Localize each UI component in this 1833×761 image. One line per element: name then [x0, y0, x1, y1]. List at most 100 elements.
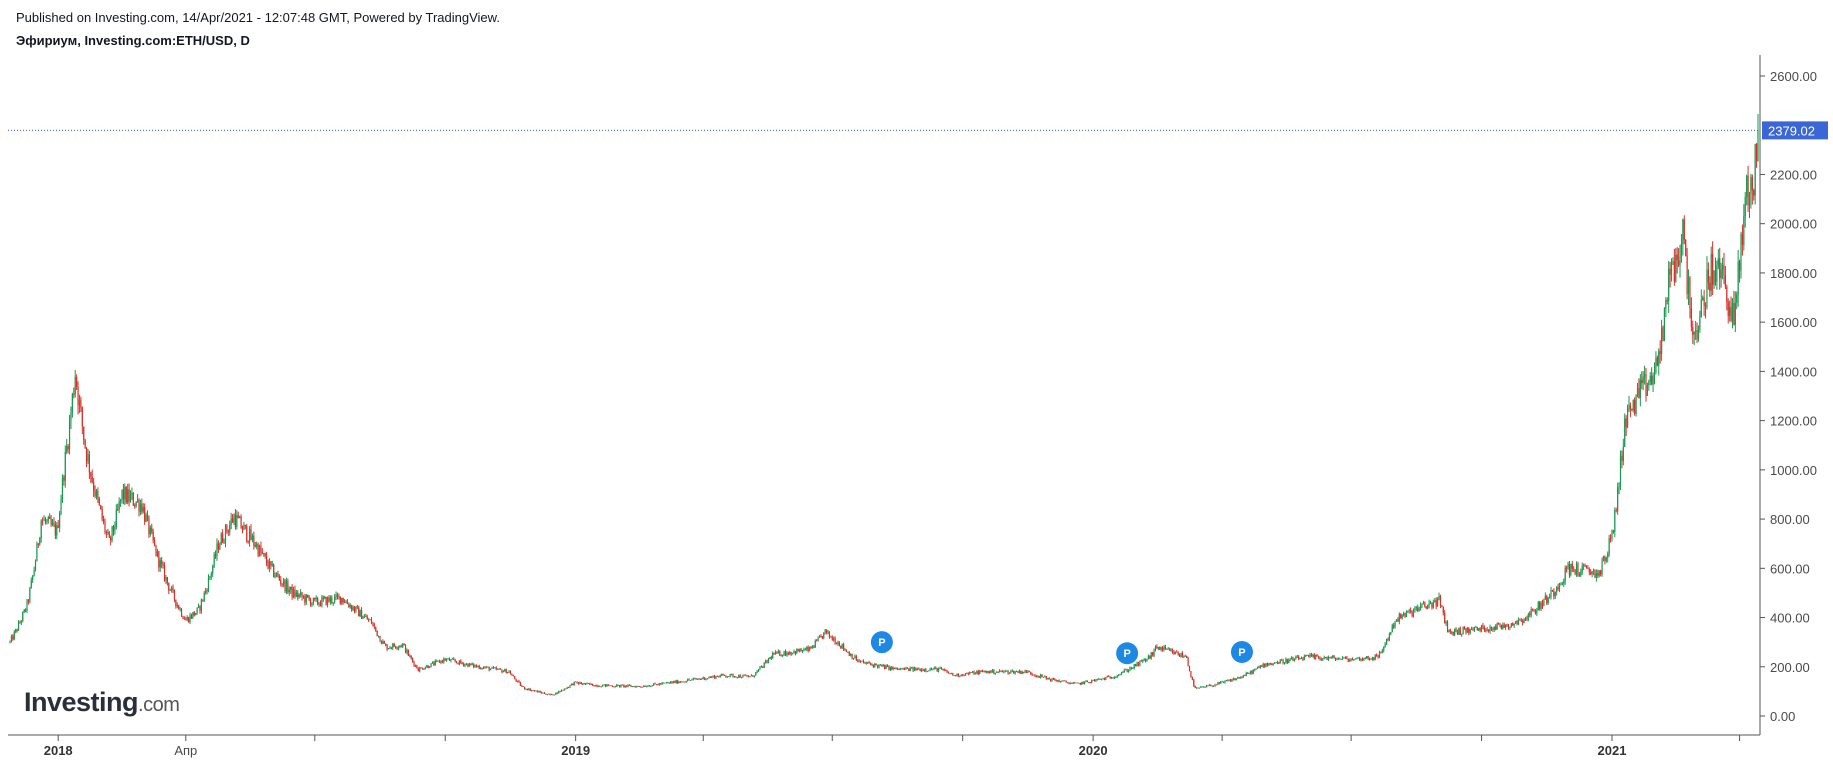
candle-body	[943, 669, 945, 671]
candle-body	[1186, 656, 1188, 658]
candle	[1668, 260, 1670, 313]
candle-body	[538, 691, 540, 693]
candle-body	[1550, 590, 1552, 597]
candle-body	[848, 652, 850, 656]
candle-body	[1119, 674, 1121, 676]
candle-body	[451, 658, 453, 660]
candle	[974, 672, 977, 675]
candle	[583, 682, 585, 685]
candle-body	[159, 560, 161, 568]
candle-body	[877, 665, 879, 668]
candle	[179, 607, 181, 612]
candle-body	[1118, 675, 1120, 676]
candle-body	[580, 682, 582, 684]
candle-body	[1554, 592, 1556, 597]
candle	[1564, 565, 1566, 585]
candle-body	[1146, 658, 1148, 661]
candle-body	[470, 663, 472, 665]
candle	[1445, 620, 1447, 626]
candle	[913, 666, 916, 672]
candle-body	[1333, 656, 1335, 658]
candle	[83, 426, 85, 445]
candle	[332, 602, 334, 606]
candle	[124, 483, 126, 506]
candle-body	[139, 503, 142, 512]
candle-body	[511, 674, 513, 676]
candle	[597, 685, 599, 688]
candle-body	[1173, 651, 1175, 655]
candle	[77, 381, 79, 415]
candle	[1275, 662, 1277, 664]
candle	[794, 651, 796, 656]
candle-body	[1546, 595, 1548, 604]
candle-body	[229, 524, 231, 532]
candle-body	[548, 693, 550, 695]
candle-body	[922, 669, 924, 671]
candle	[171, 585, 173, 593]
candle	[1167, 647, 1169, 650]
candle-body	[1622, 446, 1624, 461]
candle-body	[12, 636, 14, 640]
candle-body	[356, 606, 358, 608]
candle	[1004, 669, 1006, 673]
candle	[1509, 626, 1511, 631]
candle	[47, 515, 49, 524]
candle	[1428, 599, 1430, 609]
candle-body	[1281, 659, 1283, 661]
candle-body	[867, 662, 869, 664]
candle	[1583, 563, 1585, 570]
candle-body	[83, 426, 85, 440]
candle-body	[1639, 379, 1641, 399]
candle-body	[1556, 587, 1558, 593]
candle-body	[1334, 657, 1337, 660]
candle	[543, 692, 546, 695]
candle-body	[1625, 418, 1627, 428]
candle	[699, 678, 702, 680]
candle-body	[484, 667, 486, 669]
candle-body	[1276, 662, 1279, 664]
candle	[1651, 367, 1653, 386]
candle-body	[845, 649, 848, 652]
candle-body	[1678, 260, 1680, 266]
candle	[301, 591, 303, 601]
candle-body	[711, 676, 713, 678]
candle-body	[46, 520, 48, 522]
candle-body	[1480, 625, 1483, 631]
candle	[1672, 257, 1674, 266]
candle-body	[1632, 399, 1634, 411]
candle	[66, 439, 68, 455]
candle-body	[1135, 664, 1137, 667]
candle	[1140, 659, 1142, 662]
candle-body	[1598, 570, 1600, 576]
candle-body	[112, 525, 115, 531]
candle-body	[342, 597, 344, 602]
candle-body	[562, 689, 564, 691]
candle-body	[1325, 657, 1327, 658]
candle-body	[458, 660, 461, 665]
candle-body	[1567, 563, 1569, 569]
candle	[502, 670, 504, 673]
candle	[1310, 652, 1313, 657]
candle	[129, 490, 132, 503]
candle-body	[650, 686, 652, 688]
candle	[1323, 655, 1325, 660]
symbol-title: Эфириум, Investing.com:ETH/USD, D	[16, 33, 250, 48]
candle-body	[223, 542, 225, 544]
candle-body	[1407, 610, 1409, 613]
candle-body	[131, 493, 133, 495]
candle	[521, 684, 523, 687]
candle-body	[192, 612, 194, 619]
candle-body	[967, 673, 969, 675]
candle-body	[749, 676, 751, 678]
candle-body	[794, 651, 796, 654]
candle-body	[1198, 687, 1201, 689]
candle	[507, 671, 509, 674]
candle	[410, 655, 412, 660]
candle	[799, 648, 801, 653]
candle	[600, 686, 602, 688]
candle	[1590, 569, 1592, 576]
candle	[1553, 588, 1555, 600]
candle	[772, 651, 774, 659]
candle	[13, 630, 15, 641]
